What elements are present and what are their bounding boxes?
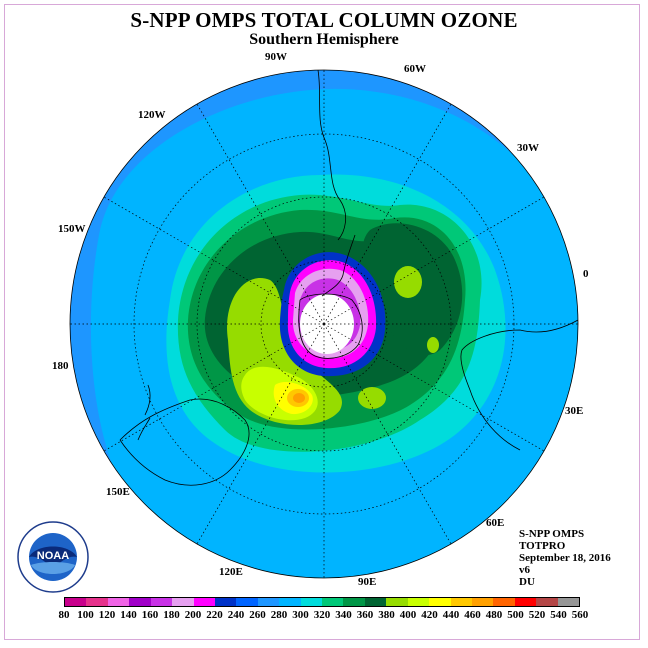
colorbar-swatch	[172, 598, 194, 606]
colorbar-swatch	[429, 598, 451, 606]
lon-label-60w: 60W	[404, 63, 426, 75]
map-subtitle: Southern Hemisphere	[249, 31, 399, 48]
ozone-band-360-small	[427, 337, 439, 353]
lon-label-150w: 150W	[58, 223, 86, 235]
colorbar-swatch	[300, 598, 323, 606]
lon-label-180: 180	[52, 360, 69, 372]
colorbar-swatch	[107, 598, 130, 606]
colorbar-swatch	[493, 598, 515, 606]
lon-label-150e: 150E	[106, 486, 130, 498]
lon-label-30w: 30W	[517, 142, 539, 154]
colorbar-swatch	[236, 598, 258, 606]
lon-label-60e: 60E	[486, 517, 505, 529]
colorbar-swatch	[86, 598, 108, 606]
ozone-peak-440	[293, 393, 305, 403]
colorbar-swatch	[279, 598, 301, 606]
noaa-logo-text: NOAA	[37, 550, 69, 562]
info-block: S-NPP OMPS TOTPRO September 18, 2016 v6 …	[519, 528, 611, 588]
colorbar-swatch	[386, 598, 408, 606]
coastline-australia	[119, 398, 250, 486]
colorbar-tick-label: 160	[141, 609, 159, 621]
colorbar-tick-label: 80	[58, 609, 70, 621]
colorbar	[64, 597, 580, 607]
ozone-band-360-south	[358, 387, 386, 409]
coastline-antarctic-peninsula	[321, 234, 356, 297]
lon-label-0: 0	[583, 268, 589, 280]
lon-label-120w: 120W	[138, 109, 166, 121]
colorbar-swatch	[65, 598, 87, 606]
colorbar-swatch	[322, 598, 344, 606]
colorbar-ticks: 80 100 120 140 160 180 200 220 240 260 280 300 320 34…	[54, 609, 594, 623]
colorbar-tick-label: 500	[507, 609, 524, 621]
colorbar-swatch	[514, 598, 537, 606]
coastline-africa	[460, 319, 578, 451]
colorbar-tick-label: 180	[163, 609, 180, 621]
colorbar-tick-label: 140	[120, 609, 137, 621]
colorbar-swatch	[536, 598, 558, 606]
colorbar-swatch	[150, 598, 173, 606]
colorbar-swatch	[557, 598, 580, 606]
colorbar-tick-label: 380	[378, 609, 395, 621]
colorbar-tick-label: 280	[270, 609, 288, 621]
colorbar-swatch	[214, 598, 237, 606]
lon-label-30e: 30E	[565, 405, 584, 417]
colorbar-tick-label: 420	[421, 609, 438, 621]
coastline-south-america	[317, 70, 347, 241]
colorbar-tick-label: 100	[77, 609, 94, 621]
colorbar-tick-label: 480	[485, 609, 503, 621]
no-data-polar-cap	[300, 294, 354, 354]
colorbar-swatch	[407, 598, 430, 606]
colorbar-swatch	[129, 598, 151, 606]
colorbar-swatch	[472, 598, 494, 606]
info-units: DU	[519, 576, 535, 588]
colorbar-tick-label: 540	[550, 609, 567, 621]
coastline-new-zealand	[137, 384, 151, 441]
colorbar-tick-label: 440	[442, 609, 460, 621]
colorbar-tick-label: 460	[464, 609, 481, 621]
map-disc-border	[69, 69, 579, 579]
ozone-band-360-east	[394, 266, 422, 298]
colorbar-tick-label: 220	[206, 609, 223, 621]
lon-label-90w: 90W	[265, 51, 287, 63]
coastline-antarctica	[298, 293, 363, 359]
info-date: September 18, 2016	[519, 552, 611, 564]
colorbar-swatch	[364, 598, 387, 606]
map-title: S-NPP OMPS TOTAL COLUMN OZONE	[130, 8, 518, 32]
colorbar-tick-label: 320	[313, 609, 331, 621]
colorbar-swatch	[257, 598, 280, 606]
info-instrument: S-NPP OMPS	[519, 528, 585, 540]
colorbar-tick-label: 400	[399, 609, 417, 621]
colorbar-tick-label: 340	[335, 609, 352, 621]
lon-label-120e: 120E	[219, 566, 243, 578]
colorbar-tick-label: 300	[292, 609, 309, 621]
colorbar-tick-label: 200	[184, 609, 202, 621]
colorbar-swatch	[193, 598, 215, 606]
colorbar-tick-label: 260	[249, 609, 266, 621]
colorbar-swatch	[343, 598, 365, 606]
lon-label-90e: 90E	[358, 576, 377, 588]
colorbar-tick-label: 120	[98, 609, 116, 621]
colorbar-tick-label: 560	[571, 609, 589, 621]
graticule	[70, 70, 578, 578]
info-version: v6	[519, 564, 530, 576]
colorbar-swatch	[450, 598, 473, 606]
noaa-logo: NOAA	[17, 521, 89, 593]
image-frame	[4, 4, 640, 640]
colorbar-tick-label: 520	[528, 609, 546, 621]
colorbar-tick-label: 360	[356, 609, 374, 621]
info-product: TOTPRO	[519, 540, 566, 552]
colorbar-tick-label: 240	[227, 609, 245, 621]
